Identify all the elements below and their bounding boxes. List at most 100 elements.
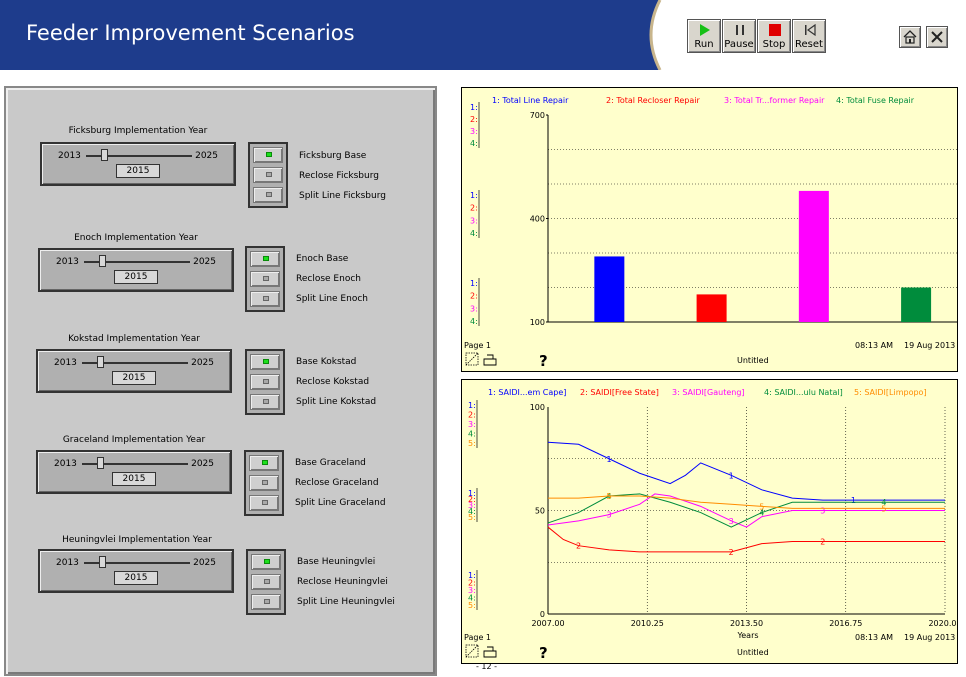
series-marker-2: 2 xyxy=(820,538,825,547)
series-line-1 xyxy=(547,441,945,501)
x-tick-label: 2010.25 xyxy=(631,619,664,628)
page-icons xyxy=(465,644,497,658)
heuningvlei-slider[interactable]: 2013 2025 2015 xyxy=(38,549,234,593)
chart-date: 19 Aug 2013 xyxy=(904,633,955,642)
axis-marker: 1: xyxy=(470,191,478,200)
close-button[interactable] xyxy=(926,26,948,48)
slider-max: 2025 xyxy=(193,257,216,267)
page-title: Feeder Improvement Scenarios xyxy=(26,21,355,45)
y-tick-label: 400 xyxy=(530,215,545,224)
axis-marker: 1: xyxy=(468,401,476,410)
stop-label: Stop xyxy=(762,39,786,50)
enoch-base-button[interactable] xyxy=(250,251,280,267)
legend-entry: 1: Total Line Repair xyxy=(492,96,569,105)
header-banner xyxy=(0,0,662,71)
reclose-enoch-button[interactable] xyxy=(250,271,280,287)
graceland-slider[interactable]: 2013 2025 2015 xyxy=(36,450,232,494)
led-indicator xyxy=(266,172,272,177)
reclose-heuningvlei-button[interactable] xyxy=(251,574,281,590)
base-graceland-button[interactable] xyxy=(249,455,279,471)
slider-track[interactable] xyxy=(82,362,188,364)
x-tick-label: 2016.75 xyxy=(829,619,862,628)
slider-max: 2025 xyxy=(191,358,214,368)
pause-icon xyxy=(736,25,744,35)
ficksburg-base-button[interactable] xyxy=(253,147,283,163)
page-icons xyxy=(465,352,497,366)
reset-button[interactable]: Reset xyxy=(792,19,826,53)
axis-marker: 2: xyxy=(468,411,476,420)
base-graceland-label: Base Graceland xyxy=(295,458,366,468)
series-marker-5: 5 xyxy=(759,502,764,511)
axis-marker: 1: xyxy=(470,103,478,112)
header-bar: Feeder Improvement Scenarios xyxy=(0,0,680,71)
reclose-kokstad-button[interactable] xyxy=(250,374,280,390)
led-indicator xyxy=(266,192,272,197)
series-marker-1: 1 xyxy=(607,455,612,464)
split-line-enoch-button[interactable] xyxy=(250,291,280,307)
slider-thumb[interactable] xyxy=(97,356,104,368)
split-line-ficksburg-button[interactable] xyxy=(253,187,283,203)
kokstad-button-group xyxy=(245,349,285,415)
legend-entry: 4: Total Fuse Repair xyxy=(836,96,915,105)
slider-track[interactable] xyxy=(84,562,190,564)
led-indicator xyxy=(263,296,269,301)
led-indicator xyxy=(262,480,268,485)
slider-max: 2025 xyxy=(191,459,214,469)
slider-value: 2015 xyxy=(112,472,156,486)
split-line-kokstad-button[interactable] xyxy=(250,394,280,410)
series-line-5 xyxy=(548,495,945,509)
slider-track[interactable] xyxy=(84,261,190,263)
ficksburg-title: Ficksburg Implementation Year xyxy=(68,126,208,136)
home-icon xyxy=(903,30,917,44)
pause-button[interactable]: Pause xyxy=(722,19,756,53)
run-button[interactable]: Run xyxy=(687,19,721,53)
legend-entry: 2: SAIDI[Free State] xyxy=(580,388,659,397)
split-line-ficksburg-label: Split Line Ficksburg xyxy=(299,191,386,201)
axis-marker: 4: xyxy=(470,229,478,238)
led-indicator xyxy=(263,256,269,261)
legend-entry: 5: SAIDI[Limpopo] xyxy=(854,388,927,397)
axis-marker: 5: xyxy=(468,439,476,448)
led-indicator xyxy=(264,559,270,564)
reclose-ficksburg-button[interactable] xyxy=(253,167,283,183)
base-kokstad-button[interactable] xyxy=(250,354,280,370)
series-marker-3: 3 xyxy=(729,517,734,526)
slider-thumb[interactable] xyxy=(99,556,106,568)
slider-min: 2013 xyxy=(58,151,81,161)
axis-marker: 5: xyxy=(468,513,476,522)
slider-thumb[interactable] xyxy=(99,255,106,267)
help-icon: ? xyxy=(539,352,548,370)
split-line-graceland-label: Split Line Graceland xyxy=(295,498,386,508)
slider-track[interactable] xyxy=(82,463,188,465)
stop-button[interactable]: Stop xyxy=(757,19,791,53)
slider-thumb[interactable] xyxy=(97,457,104,469)
bar-4 xyxy=(901,287,932,322)
legend-entry: 3: Total Tr...former Repair xyxy=(724,96,825,105)
ficksburg-slider[interactable]: 2013 2025 2015 xyxy=(40,142,236,186)
axis-marker: 2: xyxy=(470,204,478,213)
home-button[interactable] xyxy=(899,26,921,48)
split-line-enoch-label: Split Line Enoch xyxy=(296,294,368,304)
enoch-base-label: Enoch Base xyxy=(296,254,349,264)
page-label: Page 1 xyxy=(464,341,491,350)
slider-thumb[interactable] xyxy=(101,149,108,161)
chart-name: Untitled xyxy=(737,648,769,657)
slider-track[interactable] xyxy=(86,155,192,157)
x-tick-label: 2020.00 xyxy=(928,619,957,628)
reclose-graceland-button[interactable] xyxy=(249,475,279,491)
split-line-heuningvlei-button[interactable] xyxy=(251,594,281,610)
enoch-title: Enoch Implementation Year xyxy=(74,233,198,243)
ficksburg-button-group xyxy=(248,142,288,208)
graceland-button-group xyxy=(244,450,284,516)
base-heuningvlei-button[interactable] xyxy=(251,554,281,570)
chart-time: 08:13 AM xyxy=(855,341,893,350)
enoch-slider[interactable]: 2013 2025 2015 xyxy=(38,248,234,292)
led-indicator xyxy=(264,579,270,584)
kokstad-slider[interactable]: 2013 2025 2015 xyxy=(36,349,232,393)
axis-marker: 1: xyxy=(468,571,476,580)
axis-marker: 3: xyxy=(470,127,478,136)
slider-min: 2013 xyxy=(54,459,77,469)
axis-marker: 3: xyxy=(468,501,476,510)
legend-entry: 1: SAIDI...em Cape] xyxy=(488,388,566,397)
split-line-graceland-button[interactable] xyxy=(249,495,279,511)
